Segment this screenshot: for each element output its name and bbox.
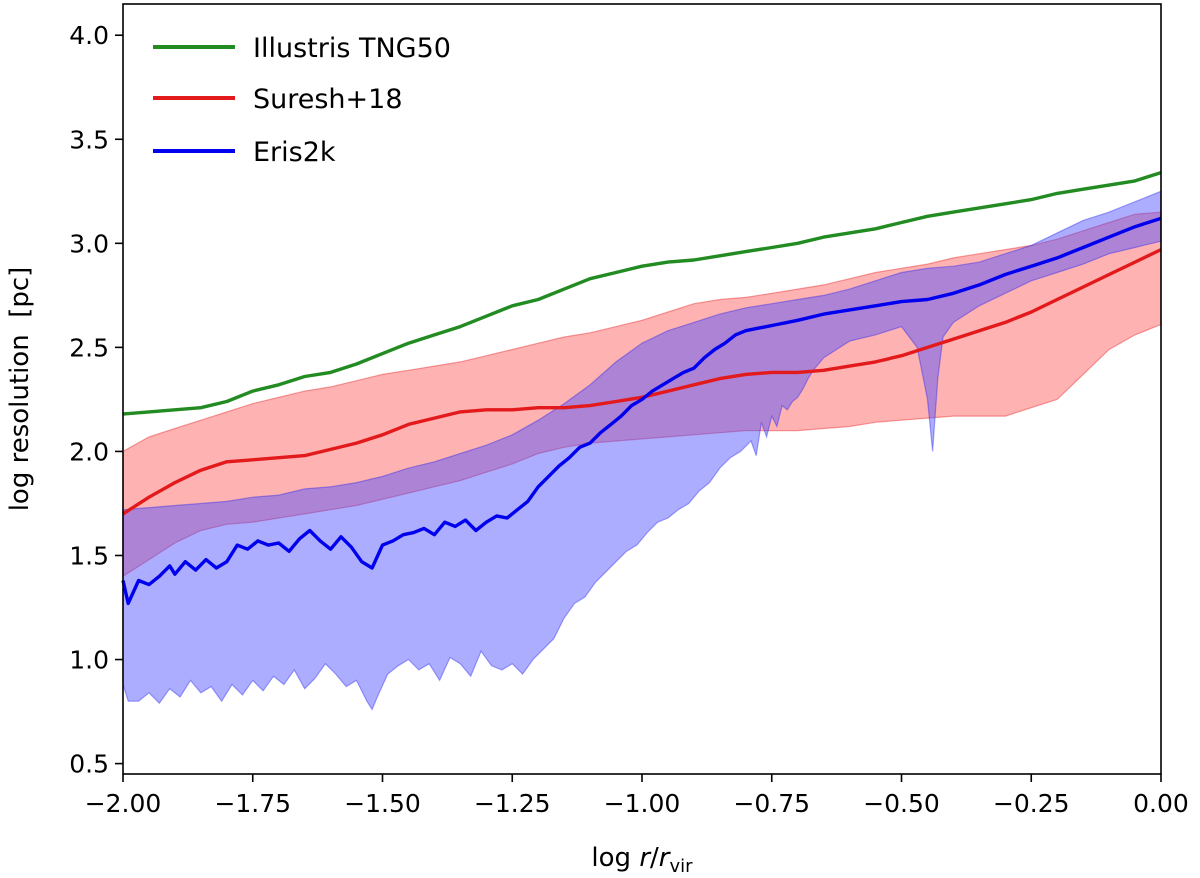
x-axis-label-var2: r	[659, 843, 672, 873]
x-tick-label: −0.75	[733, 789, 810, 818]
y-axis-label: log resolution [pc]	[5, 267, 35, 512]
eris2k-band	[122, 190, 1162, 711]
x-axis-label-var: r	[639, 843, 652, 873]
x-tick-label: −1.75	[214, 789, 291, 818]
tng50-line	[122, 170, 1162, 416]
x-tick-label: −1.25	[474, 789, 551, 818]
legend-label-eris2k: Eris2k	[253, 137, 336, 168]
x-axis-label: log r/rvir	[591, 843, 693, 877]
y-tick-label: 3.5	[69, 125, 109, 154]
x-tick-label: −1.00	[604, 789, 681, 818]
legend-label-suresh: Suresh+18	[253, 84, 403, 115]
x-axis-label-slash: /	[650, 843, 659, 873]
legend: Illustris TNG50 Suresh+18 Eris2k	[153, 33, 451, 168]
x-tick-label: −1.50	[344, 789, 421, 818]
shaded-bands	[122, 190, 1162, 711]
y-tick-label: 3.0	[69, 229, 109, 258]
x-axis-ticks: −2.00 −1.75 −1.50 −1.25 −1.00 −0.75 −0.50 −0.25…	[85, 774, 1189, 818]
x-tick-label: −0.25	[993, 789, 1070, 818]
y-tick-label: 4.0	[69, 21, 109, 50]
y-tick-label: 0.5	[69, 750, 109, 779]
x-tick-label: −2.00	[85, 789, 162, 818]
y-tick-label: 1.5	[69, 541, 109, 570]
legend-label-tng50: Illustris TNG50	[253, 33, 451, 64]
x-tick-label: −0.50	[863, 789, 940, 818]
y-axis-ticks: 0.5 1.0 1.5 2.0 2.5 3.0 3.5 4.0	[69, 21, 123, 779]
y-tick-label: 1.0	[69, 646, 109, 675]
series-lines	[121, 170, 1162, 606]
x-axis-label-sub: vir	[670, 856, 694, 877]
y-tick-label: 2.5	[69, 333, 109, 362]
x-axis-label-prefix: log	[591, 843, 639, 873]
x-tick-label: 0.00	[1133, 789, 1189, 818]
eris2k-line	[121, 216, 1162, 606]
y-tick-label: 2.0	[69, 437, 109, 466]
